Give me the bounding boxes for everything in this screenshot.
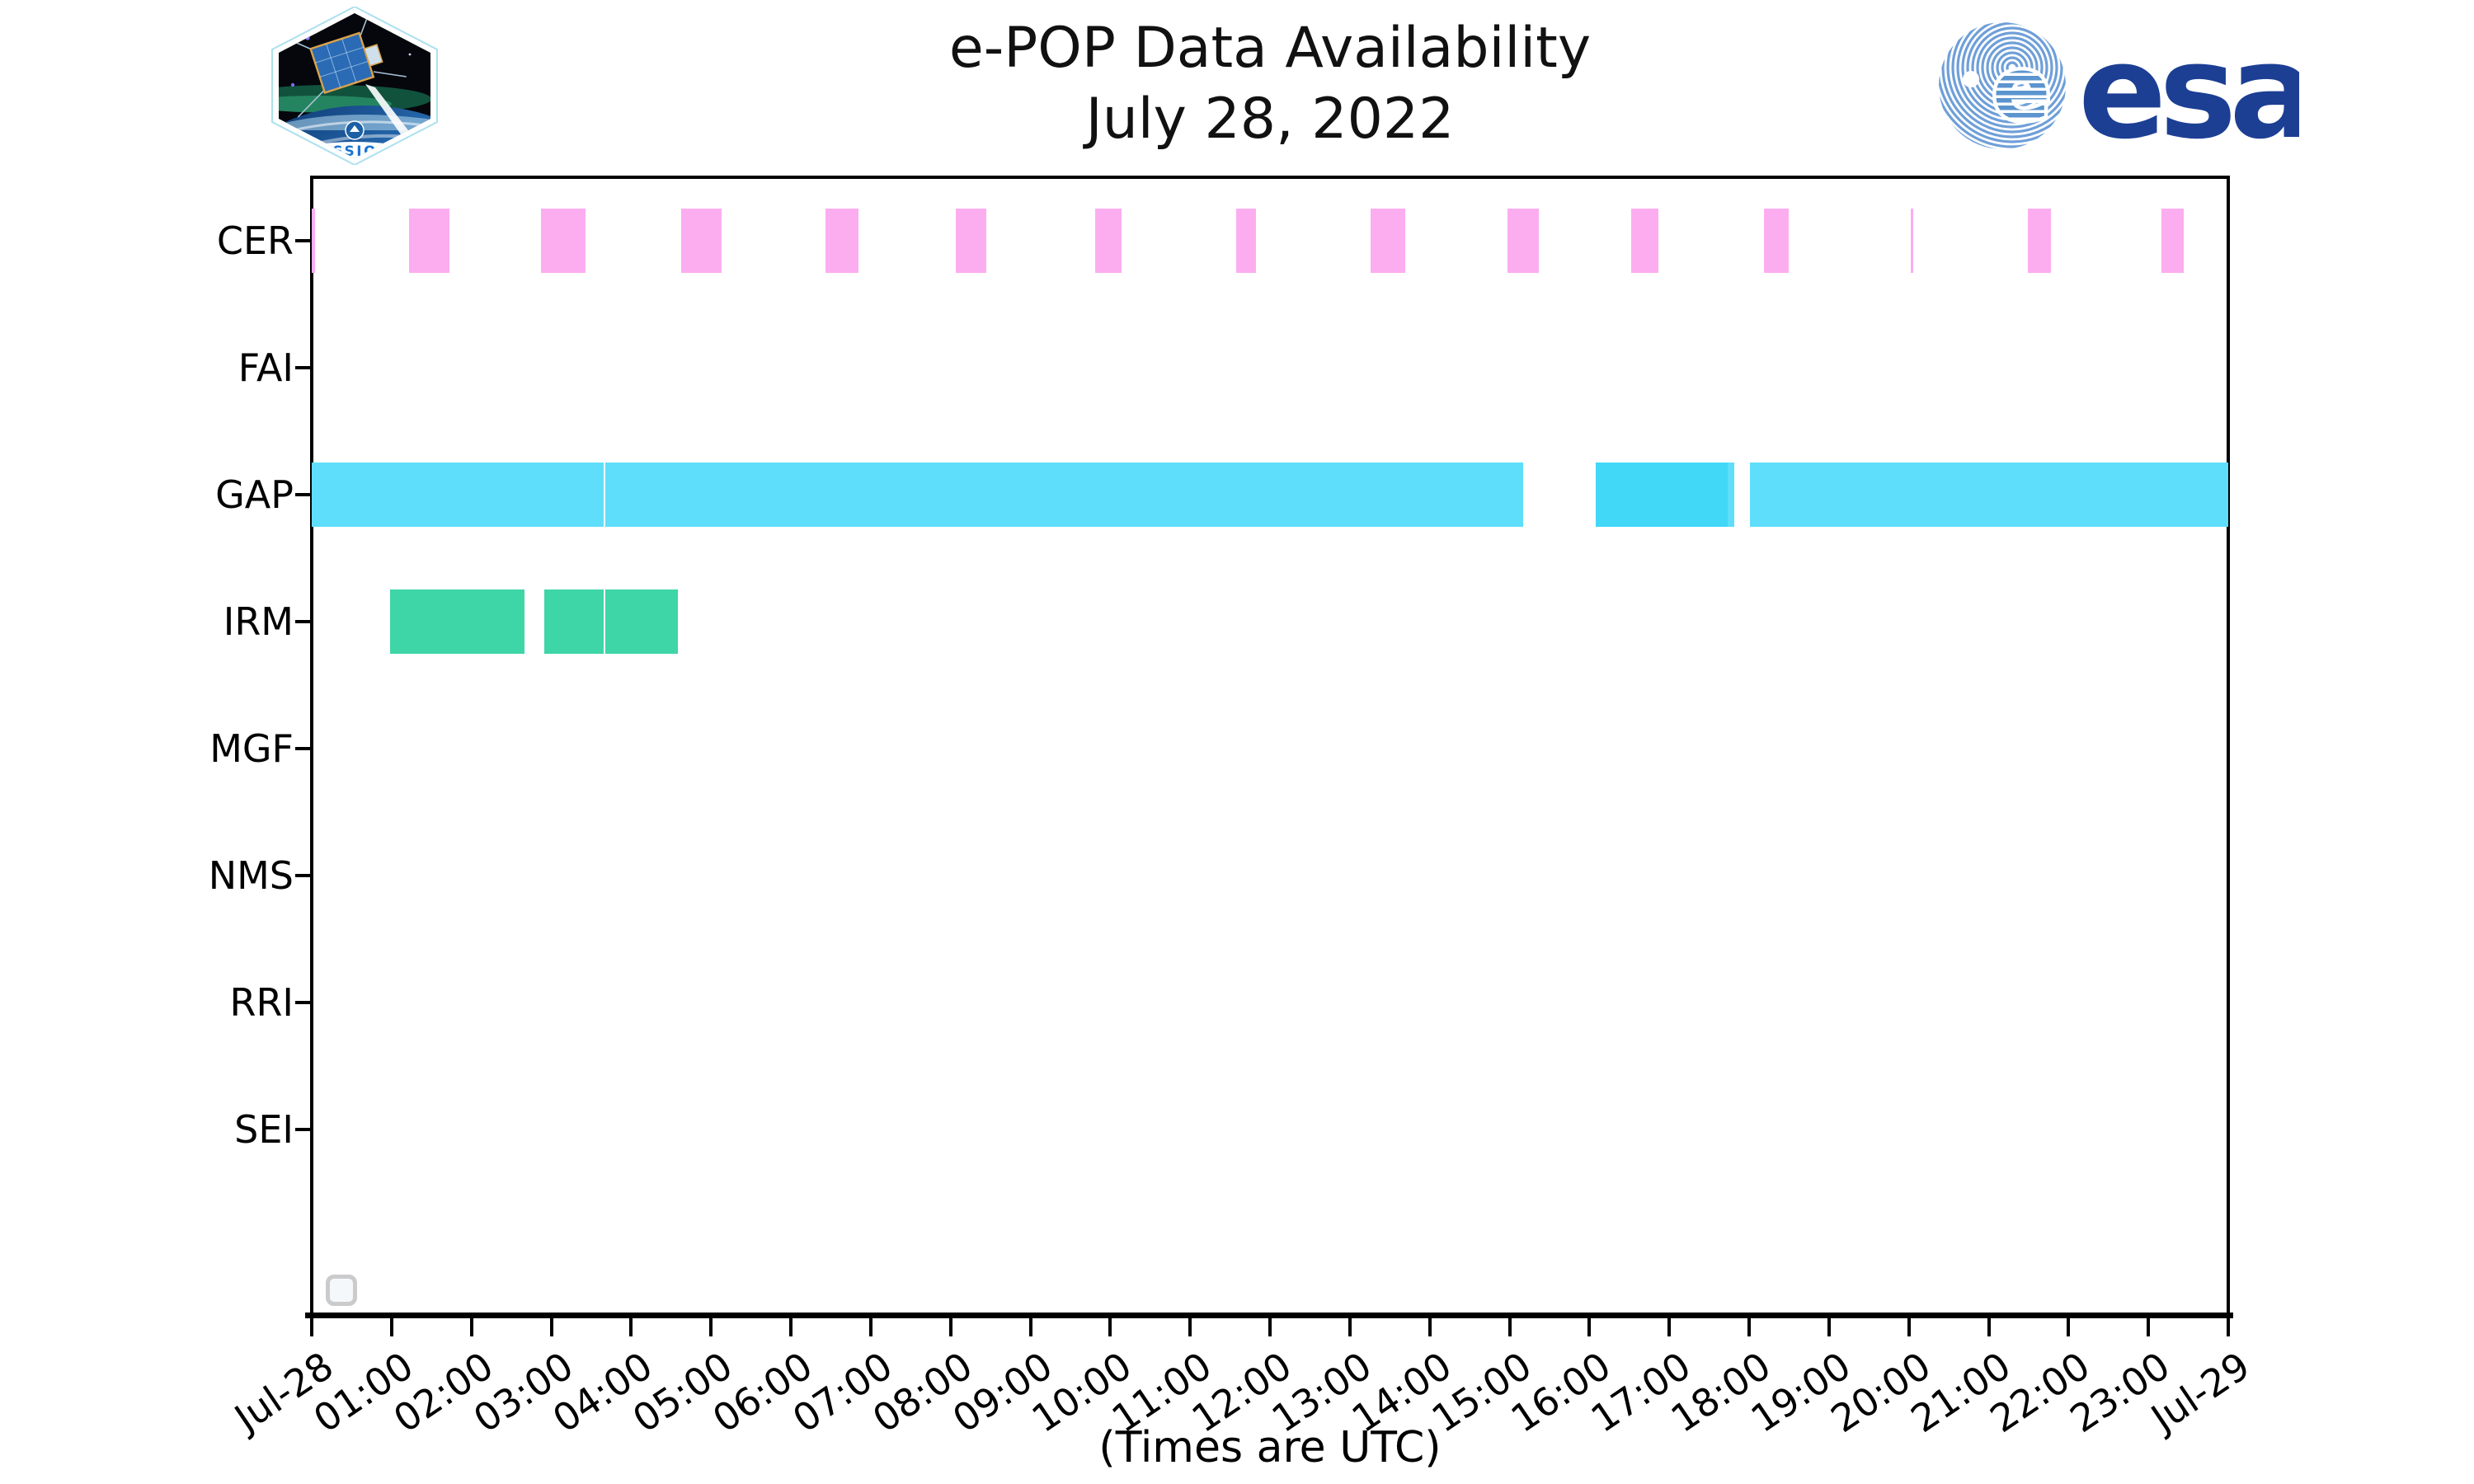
chart-title-block: e-POP Data Availability July 28, 2022 [312, 13, 2228, 155]
y-tick-mark [295, 1128, 310, 1131]
availability-bar-cer [681, 209, 722, 273]
legend-stub [326, 1275, 357, 1306]
availability-bar-irm [605, 589, 679, 654]
x-tick-mark [2147, 1317, 2151, 1336]
x-tick-mark [2227, 1317, 2230, 1336]
y-tick-label-sei: SEI [234, 1107, 294, 1152]
x-tick-mark [948, 1317, 952, 1336]
patch-beam [365, 84, 413, 140]
y-tick-label-irm: IRM [223, 599, 294, 644]
x-tick-mark [1028, 1317, 1032, 1336]
esa-wordmark: esa [2078, 16, 2299, 158]
y-tick-label-rri: RRI [229, 980, 294, 1025]
x-axis-label: (Times are UTC) [1098, 1423, 1442, 1472]
availability-bar-cer [2161, 209, 2184, 273]
availability-bar-cer [1094, 209, 1122, 273]
cassiope-mission-patch: CASSIOPE [271, 7, 438, 165]
y-tick-mark [295, 1001, 310, 1004]
availability-bar-cer [1507, 209, 1540, 273]
availability-bar-cer [1764, 209, 1790, 273]
y-tick-label-fai: FAI [238, 345, 294, 390]
y-tick-label-gap: GAP [215, 472, 294, 517]
availability-bar-cer [825, 209, 859, 273]
availability-bar-gap [1727, 463, 1734, 527]
availability-bar-cer [409, 209, 449, 273]
page-subtitle-date: July 28, 2022 [1085, 87, 1455, 152]
x-tick-mark [1667, 1317, 1672, 1336]
x-tick-mark [1987, 1317, 1991, 1336]
y-tick-label-cer: CER [216, 218, 294, 263]
availability-bar-cer [1371, 209, 1405, 273]
x-tick-mark [1348, 1317, 1352, 1336]
axis-spine-left [310, 176, 313, 1317]
x-tick-mark [1108, 1317, 1112, 1336]
y-tick-mark [295, 747, 310, 750]
esa-globe-emblem: e [1939, 22, 2066, 149]
y-tick-mark [295, 493, 310, 496]
x-tick-mark [709, 1317, 713, 1336]
axis-spine-bottom [305, 1313, 2233, 1318]
availability-bar-cer [2027, 209, 2052, 273]
x-tick-mark [1427, 1317, 1432, 1336]
availability-bar-cer [540, 209, 586, 273]
y-tick-mark [295, 620, 310, 623]
x-tick-mark [1188, 1317, 1192, 1336]
x-tick-mark [868, 1317, 872, 1336]
x-tick-mark [469, 1317, 473, 1336]
x-tick-mark [1747, 1317, 1751, 1336]
availability-bar-gap [1749, 463, 2228, 527]
x-tick-mark [789, 1317, 793, 1336]
availability-bar-cer [1630, 209, 1658, 273]
availability-bar-cer [312, 209, 315, 273]
availability-bar-cer [1910, 209, 1914, 273]
x-tick-mark [1907, 1317, 1911, 1336]
x-tick-mark [1268, 1317, 1272, 1336]
x-tick-mark [389, 1317, 393, 1336]
esa-globe-e: e [1992, 39, 2051, 139]
axis-spine-top [310, 176, 2230, 179]
axis-spine-right [2227, 176, 2230, 1317]
x-tick-mark [1827, 1317, 1831, 1336]
y-tick-mark [295, 366, 310, 369]
esa-globe-star [1963, 71, 1979, 87]
x-tick-mark [310, 1317, 313, 1336]
availability-bar-gap [605, 463, 1523, 527]
y-tick-mark [295, 239, 310, 242]
y-tick-label-mgf: MGF [209, 726, 294, 771]
availability-bar-cer [1236, 209, 1256, 273]
x-tick-mark [2067, 1317, 2071, 1336]
availability-bar-gap [1596, 463, 1728, 527]
page-title: e-POP Data Availability [948, 16, 1592, 81]
x-tick-mark [1587, 1317, 1592, 1336]
x-tick-mark [629, 1317, 633, 1336]
availability-bar-irm [389, 589, 524, 654]
esa-logo: e esa [1939, 16, 2299, 158]
availability-bar-irm [543, 589, 604, 654]
y-tick-label-nms: NMS [208, 853, 294, 898]
x-tick-mark [549, 1317, 553, 1336]
x-tick-mark [1507, 1317, 1512, 1336]
availability-bar-gap [312, 463, 604, 527]
availability-bar-cer [956, 209, 987, 273]
y-tick-mark [295, 874, 310, 877]
